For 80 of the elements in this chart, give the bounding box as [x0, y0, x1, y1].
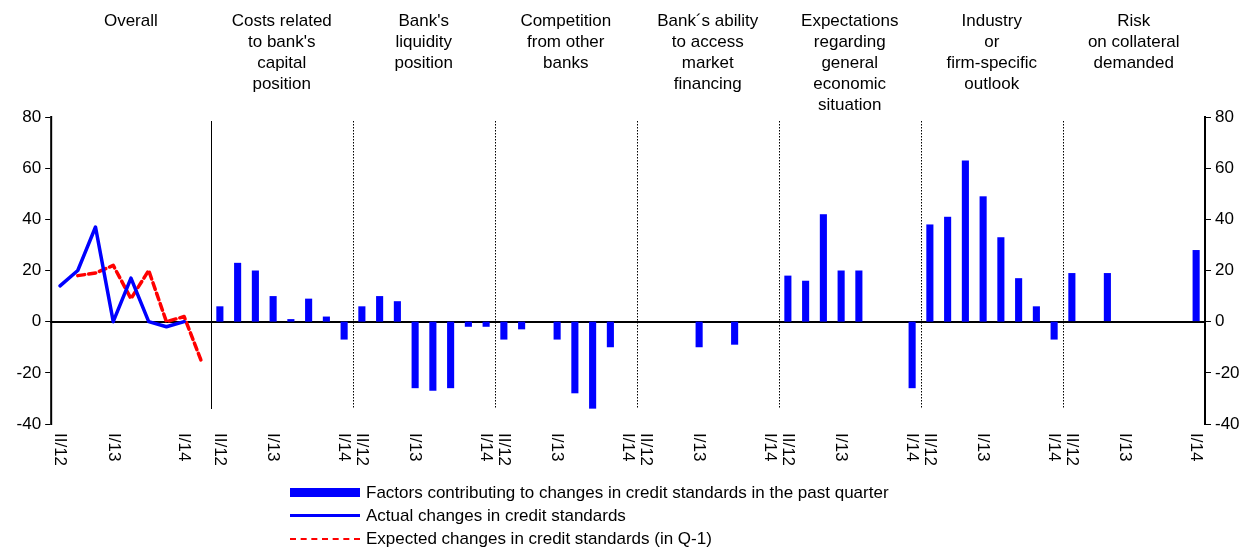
bar [784, 275, 792, 322]
chart-title: Risk on collateral demanded [1086, 10, 1181, 73]
chart-title: Industry or firm-specific outlook [945, 10, 1039, 94]
y-tick-label: -40 [16, 413, 42, 433]
x-tick-label: I/14 [1045, 433, 1065, 462]
y-tick-label: 60 [22, 157, 42, 177]
bar [482, 321, 490, 327]
line-series [76, 263, 204, 365]
x-tick-label: I/14 [619, 433, 639, 462]
bar [997, 237, 1005, 322]
bar [287, 319, 295, 322]
bar [411, 321, 419, 389]
x-tick-label: II/12 [1062, 433, 1082, 467]
bar [375, 296, 383, 322]
x-tick-label: II/12 [210, 433, 230, 467]
y-tick-label: -40 [1214, 413, 1240, 433]
y-tick-label: 80 [22, 106, 42, 126]
bar [340, 321, 348, 340]
x-tick-label: I/14 [1187, 433, 1207, 462]
bar [269, 296, 277, 322]
bar [233, 262, 241, 322]
bar [393, 301, 401, 322]
y-tick-label: 0 [31, 311, 42, 331]
bar [251, 270, 259, 322]
y-tick-label: -20 [16, 362, 42, 382]
bar [837, 270, 845, 322]
x-tick-label: I/13 [548, 433, 568, 462]
bar [961, 160, 969, 322]
chart-title: Bank's liquidity position [393, 10, 455, 73]
x-tick-label: II/12 [778, 433, 798, 467]
x-tick-label: I/13 [690, 433, 710, 462]
x-tick-label: II/12 [51, 433, 71, 467]
x-tick-label: II/12 [920, 433, 940, 467]
y-tick-label: 0 [1214, 311, 1225, 331]
x-tick-label: I/14 [477, 433, 497, 462]
bar [819, 214, 827, 322]
x-tick-label: II/12 [494, 433, 514, 467]
x-tick-label: I/13 [1116, 433, 1136, 462]
bar [801, 280, 809, 322]
x-tick-label: II/12 [636, 433, 656, 467]
bar [1032, 306, 1040, 322]
x-tick-label: I/14 [761, 433, 781, 462]
bar [926, 224, 934, 322]
chart-title: Expectations regarding general economic situation [800, 10, 900, 115]
y-tick-label: 40 [22, 209, 42, 229]
bar [979, 196, 987, 322]
bar [908, 321, 916, 389]
x-tick-label: I/13 [974, 433, 994, 462]
y-tick-label: -20 [1214, 362, 1240, 382]
y-tick-label: 40 [1214, 209, 1234, 229]
bar [943, 216, 951, 322]
bar [855, 270, 863, 322]
chart-title: Overall [102, 10, 159, 31]
chart-title: Costs related to bank's capital position [230, 10, 333, 94]
bar [446, 321, 454, 389]
bar [1014, 278, 1022, 322]
bar [358, 306, 366, 322]
y-tick-label: 80 [1214, 106, 1234, 126]
x-tick-label: I/14 [175, 433, 195, 462]
bar [429, 321, 437, 391]
x-tick-label: I/14 [335, 433, 355, 462]
x-tick-label: I/13 [104, 433, 124, 462]
bar [464, 321, 472, 327]
x-tick-label: I/13 [406, 433, 426, 462]
bar [1050, 321, 1058, 340]
chart-title: Bank´s ability to access market financing [656, 10, 760, 94]
legend-label: Actual changes in credit standards [366, 505, 626, 527]
legend-label: Expected changes in credit standards (in Q-1) [366, 528, 712, 550]
x-tick-label: I/13 [264, 433, 284, 462]
y-tick-label: 60 [1214, 157, 1234, 177]
bar [304, 298, 312, 322]
x-tick-label: I/14 [903, 433, 923, 462]
x-tick-label: II/12 [352, 433, 372, 467]
bar [216, 306, 224, 322]
y-tick-label: 20 [22, 260, 42, 280]
bar [322, 316, 330, 322]
chart-title: Competition from other banks [519, 10, 613, 73]
legend-label: Factors contributing to changes in credit standards in the past quarter [366, 482, 889, 504]
y-tick-label: 20 [1214, 260, 1234, 280]
x-tick-label: I/13 [832, 433, 852, 462]
